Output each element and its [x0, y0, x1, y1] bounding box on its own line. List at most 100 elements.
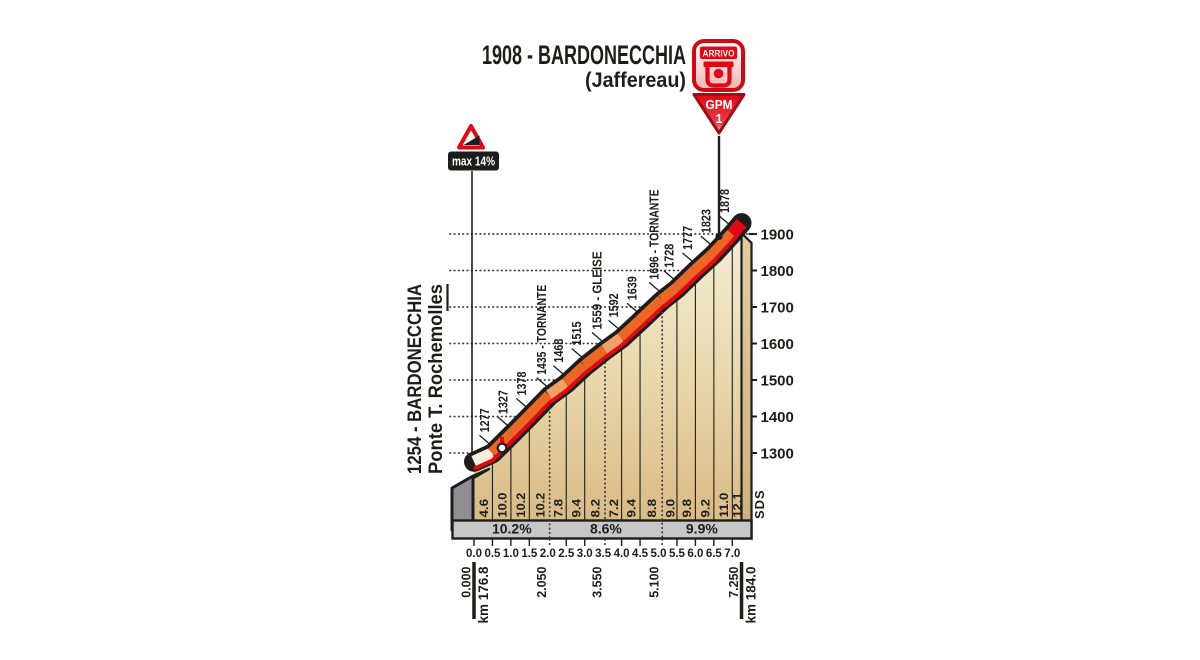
gradient-value: 12.1 [731, 493, 745, 518]
gradient-value: 9.4 [625, 499, 639, 518]
elevation-tick [648, 281, 660, 292]
average-band [451, 519, 753, 540]
x-tick-label: 0.0 [466, 548, 482, 560]
road-cell [524, 391, 555, 421]
start-location-label: 1254 - BARDONECCHIA Ponte T. Rochemolles [404, 284, 449, 474]
credit-label: SDS [752, 489, 767, 519]
gradient-value: 4.6 [477, 499, 491, 518]
y-axis-label: 1700 [761, 300, 794, 317]
road-cell [691, 249, 719, 276]
arrivo-badge: ARRIVO [692, 39, 745, 92]
elevation-label: 1468 [551, 339, 566, 363]
arrivo-label: ARRIVO [703, 49, 735, 60]
elevation-tick [681, 252, 693, 262]
elevation-label: 1378 [514, 372, 529, 396]
road-cell [471, 447, 496, 468]
elevation-tick [479, 434, 490, 445]
x-tick-label: 4.0 [614, 548, 630, 560]
x-axis: 0.0 0.5 1.0 1.5 2.0 2.5 3.0 3.5 4.0 4.5 5.0 5.5 6.0 6… [466, 539, 740, 560]
start-location-line2: Ponte T. Rochemolles [425, 284, 447, 474]
elevation-tick [700, 235, 712, 246]
face-fill [474, 231, 742, 539]
elevation-label: 1277 [477, 408, 492, 432]
start-location-line1: 1254 - BARDONECCHIA [404, 284, 426, 474]
start-block [450, 467, 491, 532]
marker-dot [496, 442, 508, 454]
chart-subtitle: (Jaffereau) [585, 68, 686, 92]
road-cell [727, 219, 747, 239]
road-point-marker [496, 436, 508, 454]
elevation-label: 1639 [625, 276, 640, 300]
y-axis-label: 1600 [761, 336, 794, 353]
elevation-tick [663, 270, 675, 280]
elevation-tick [536, 377, 548, 387]
road-cell [580, 345, 609, 372]
segment-average-label: 9.9% [686, 521, 718, 537]
elevation-tick [626, 302, 638, 313]
route-km-label: km 176.8 [476, 566, 491, 624]
y-axis-label: 1800 [761, 263, 794, 280]
elevation-tick [591, 331, 603, 342]
x-tick-label: 3.0 [577, 548, 593, 560]
gradient-value: 9.4 [569, 499, 583, 518]
distance-label: 3.550 [590, 566, 604, 597]
y-axis-labels: 1900 1800 1700 1600 1500 1400 1300 [761, 227, 794, 463]
gradient-value: 7.2 [607, 499, 621, 518]
arrivo-banner [700, 46, 737, 59]
elevation-label: 1878 [717, 189, 732, 213]
elevation-tick [497, 416, 509, 427]
road-red-stripe [473, 228, 743, 471]
x-tick-label: 2.5 [558, 548, 575, 560]
elevation-tick [552, 365, 564, 375]
distance-label: 2.050 [535, 566, 549, 597]
gpm-label: GPM [706, 98, 733, 112]
face-side-column [740, 230, 753, 540]
elevation-label: 1823 [698, 209, 713, 233]
y-axis-label: 1900 [761, 227, 794, 244]
x-tick-label: 6.0 [687, 548, 703, 560]
segment-average-label: 8.6% [590, 521, 622, 537]
elevation-tick [571, 348, 583, 358]
profile-road [464, 213, 752, 472]
max-gradient-annotation: max 14% [448, 124, 499, 171]
segment-average-label: 10.2% [492, 521, 532, 537]
road-cell [601, 333, 626, 356]
elevation-label: 1435 - TORNANTE [534, 284, 549, 374]
segment-average-band: 10.2% 8.6% 9.9% [451, 307, 753, 549]
x-tick-label: 3.5 [595, 548, 612, 560]
profile-face [474, 230, 753, 540]
x-tick-label: 5.5 [669, 548, 686, 560]
x-tick-label: 2.0 [540, 548, 556, 560]
chart-title: 1908 - BARDONECCHIA [482, 40, 686, 70]
max-gradient-box [448, 151, 499, 171]
elevation-label: 1696 - TORNANTE [647, 189, 662, 279]
elevation-label: 1777 [680, 226, 695, 250]
gradient-value: 8.8 [645, 499, 659, 518]
road-cell [635, 295, 667, 326]
elevation-label: 1515 [569, 322, 584, 346]
y-axis-label: 1400 [761, 409, 794, 426]
km-markers: 0.000 km 176.8 2.050 3.550 5.100 7.250 km 184.… [460, 562, 759, 624]
road-cell [617, 316, 645, 343]
gradient-value: 9.2 [698, 499, 712, 518]
gradient-value: 9.0 [663, 499, 677, 518]
distance-label: 7.250 [727, 566, 741, 597]
gpm-leader-line [715, 136, 723, 241]
x-tick-label: 5.0 [651, 548, 667, 560]
road-cell [658, 283, 681, 306]
road-cell [545, 378, 570, 401]
x-tick-label: 1.0 [503, 548, 519, 560]
road-cell [672, 266, 700, 294]
gradient-value: 9.8 [680, 499, 694, 518]
elevation-label: 1559 - GLEISE [589, 251, 604, 329]
x-tick-label: 7.0 [724, 548, 740, 560]
gradient-value: 10.2 [533, 493, 547, 518]
gpm-badge: GPM 1 [692, 93, 746, 135]
x-tick-label: 0.5 [484, 548, 501, 560]
gradient-value: 8.2 [589, 499, 603, 518]
max-gradient-label: max 14% [452, 154, 495, 169]
elevation-tick [718, 215, 730, 226]
road-cell [506, 412, 534, 440]
